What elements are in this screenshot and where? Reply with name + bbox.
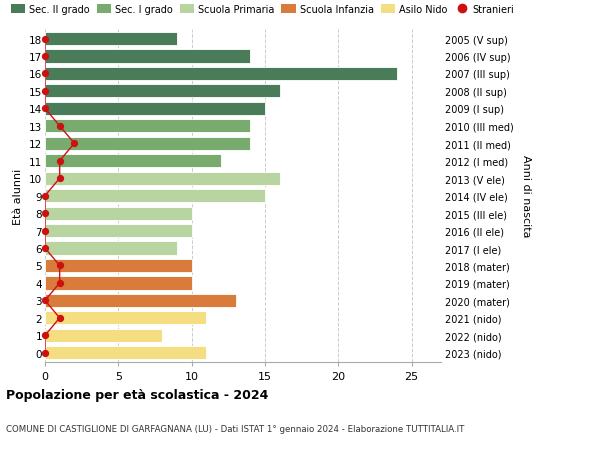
Point <box>40 192 50 200</box>
Bar <box>45 102 265 116</box>
Bar <box>45 329 163 342</box>
Bar <box>45 50 250 63</box>
Point <box>55 175 64 183</box>
Y-axis label: Anni di nascita: Anni di nascita <box>521 155 530 237</box>
Bar <box>45 224 191 238</box>
Point <box>40 332 50 339</box>
Bar <box>45 137 250 151</box>
Point <box>40 106 50 113</box>
Y-axis label: Età alunni: Età alunni <box>13 168 23 224</box>
Point <box>40 71 50 78</box>
Point <box>40 297 50 304</box>
Point <box>40 210 50 217</box>
Point <box>40 245 50 252</box>
Bar <box>45 312 206 325</box>
Point <box>55 123 64 130</box>
Bar <box>45 155 221 168</box>
Point <box>55 314 64 322</box>
Bar <box>45 33 177 46</box>
Point <box>40 88 50 95</box>
Point <box>40 349 50 357</box>
Text: COMUNE DI CASTIGLIONE DI GARFAGNANA (LU) - Dati ISTAT 1° gennaio 2024 - Elaboraz: COMUNE DI CASTIGLIONE DI GARFAGNANA (LU)… <box>6 425 464 434</box>
Bar <box>45 120 250 133</box>
Point <box>55 158 64 165</box>
Bar <box>45 85 280 98</box>
Text: Popolazione per età scolastica - 2024: Popolazione per età scolastica - 2024 <box>6 388 268 401</box>
Legend: Sec. II grado, Sec. I grado, Scuola Primaria, Scuola Infanzia, Asilo Nido, Stran: Sec. II grado, Sec. I grado, Scuola Prim… <box>11 5 515 15</box>
Bar <box>45 68 397 81</box>
Point <box>70 140 79 148</box>
Bar <box>45 259 191 273</box>
Bar <box>45 207 191 220</box>
Bar <box>45 277 191 290</box>
Point <box>40 227 50 235</box>
Bar <box>45 172 280 185</box>
Bar <box>45 294 236 307</box>
Bar <box>45 190 265 203</box>
Bar <box>45 347 206 359</box>
Point <box>40 53 50 61</box>
Point <box>55 262 64 269</box>
Bar <box>45 242 177 255</box>
Point <box>55 280 64 287</box>
Point <box>40 36 50 43</box>
